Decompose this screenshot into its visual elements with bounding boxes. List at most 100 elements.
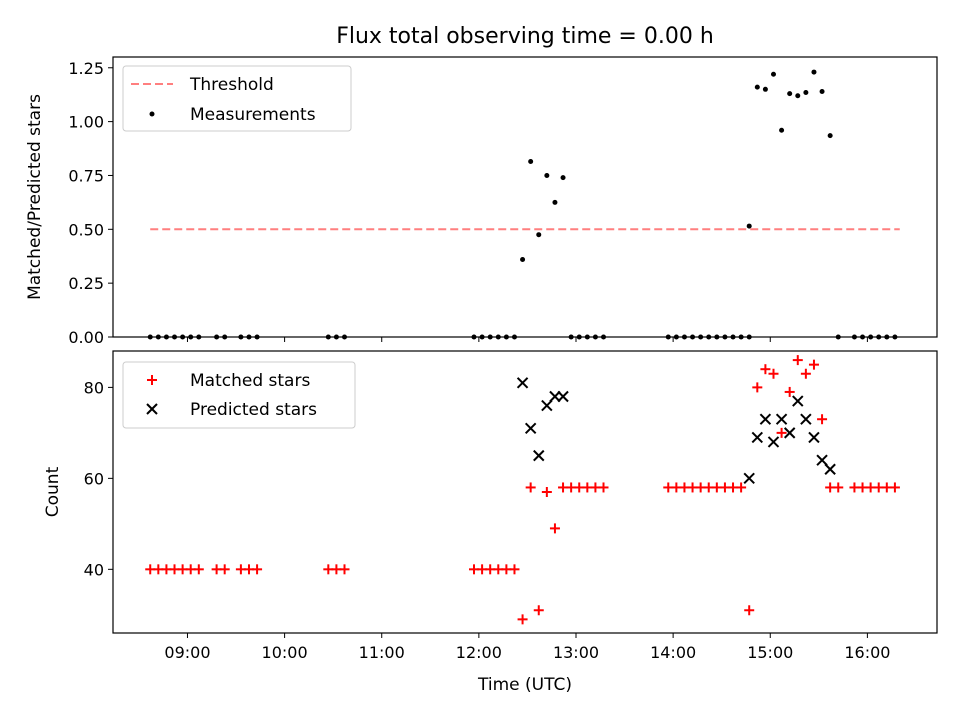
- measurements-legend-label: Measurements: [190, 105, 316, 125]
- matched-star-point: [760, 364, 771, 375]
- top-y-axis: 0.00 0.25 0.50 0.75 1.00 1.25: [68, 59, 113, 347]
- bottom-panel: 40 60 80 09:00 10:00 11:00 12:00 13:00 14:00 15:…: [43, 350, 938, 695]
- predicted-star-point: [541, 399, 553, 412]
- predicted-star-point: [524, 422, 537, 435]
- measurement-point: [560, 175, 566, 181]
- predicted-star-point: [516, 377, 529, 389]
- top-legend: Threshold Measurements: [122, 65, 352, 132]
- bottom-plot-area: [145, 355, 900, 625]
- matched-star-point: [744, 605, 755, 616]
- matched-star-point: [549, 523, 560, 534]
- matched-star-point: [517, 614, 528, 625]
- matched-star-point: [817, 414, 828, 425]
- matched-legend-swatch: [147, 375, 157, 385]
- matched-star-point: [776, 427, 787, 438]
- bottom-x-tick-label: 13:00: [553, 643, 599, 662]
- predicted-star-point: [759, 413, 772, 425]
- measurement-point: [770, 71, 776, 77]
- predicted-star-point: [557, 390, 569, 403]
- bottom-x-tick-label: 09:00: [164, 643, 210, 662]
- matched-star-point: [533, 605, 544, 616]
- measurements-legend-swatch: [149, 111, 155, 117]
- top-y-tick-label: 0.50: [68, 220, 104, 239]
- top-y-tick-label: 0.00: [68, 328, 104, 347]
- predicted-star-point: [800, 413, 812, 425]
- bottom-x-axis: 09:00 10:00 11:00 12:00 13:00 14:00 15:00 16:00: [164, 633, 890, 662]
- measurement-point: [544, 172, 550, 178]
- measurement-point: [787, 91, 793, 97]
- bottom-y-axis-label: Count: [43, 466, 63, 517]
- matched-star-point: [808, 359, 819, 370]
- matched-star-point: [768, 368, 779, 379]
- matched-star-point: [339, 564, 350, 575]
- matched-star-point: [541, 487, 552, 497]
- measurement-point: [520, 256, 526, 262]
- bottom-y-tick-label: 80: [84, 378, 104, 397]
- bottom-y-tick-label: 60: [84, 469, 104, 488]
- bottom-x-tick-label: 12:00: [456, 643, 502, 662]
- top-legend-frame: [122, 65, 352, 132]
- matched-star-point: [889, 482, 900, 493]
- measurement-point: [536, 232, 542, 238]
- predicted-star-point: [824, 463, 836, 475]
- matched-star-point: [736, 482, 747, 493]
- matched-star-point: [509, 564, 520, 575]
- predicted-star-point: [792, 395, 804, 407]
- predicted-star-point: [767, 436, 780, 448]
- bottom-axes-frame: [112, 350, 938, 634]
- measurement-point: [803, 90, 809, 96]
- predicted-legend-label: Predicted stars: [190, 400, 317, 420]
- matched-star-point: [525, 482, 536, 493]
- threshold-legend-label: Threshold: [189, 75, 274, 95]
- top-y-tick-label: 0.75: [68, 166, 104, 185]
- predicted-star-point: [816, 454, 828, 466]
- predicted-star-point: [549, 390, 561, 403]
- measurement-point: [819, 88, 825, 94]
- measurement-point: [762, 86, 768, 92]
- measurement-point: [811, 69, 817, 75]
- bottom-x-tick-label: 14:00: [650, 643, 696, 662]
- matched-star-point: [252, 564, 263, 575]
- measurement-point: [746, 223, 752, 229]
- predicted-star-point: [775, 413, 788, 425]
- chart-title: Flux total observing time = 0.00 h: [336, 24, 714, 49]
- predicted-star-point: [743, 472, 755, 485]
- measurement-point: [795, 93, 801, 99]
- bottom-x-tick-label: 10:00: [262, 643, 308, 662]
- bottom-x-tick-label: 16:00: [844, 643, 890, 662]
- matched-star-point: [193, 564, 204, 575]
- bottom-legend-frame: [122, 361, 356, 429]
- bottom-y-tick-label: 40: [84, 560, 104, 579]
- predicted-legend-swatch: [146, 403, 158, 415]
- predicted-star-point: [533, 449, 545, 462]
- top-y-axis-label: Matched/Predicted stars: [25, 94, 45, 300]
- matched-star-point: [800, 368, 811, 379]
- top-y-tick-label: 1.00: [68, 113, 104, 132]
- matched-legend-label: Matched stars: [190, 371, 310, 391]
- predicted-star-point: [751, 431, 764, 444]
- matched-star-point: [219, 564, 230, 575]
- measurement-point: [827, 133, 833, 139]
- bottom-legend: Matched stars Predicted stars: [122, 361, 356, 429]
- predicted-star-point: [783, 427, 796, 439]
- bottom-x-axis-label: Time (UTC): [477, 675, 572, 695]
- top-y-tick-label: 0.25: [68, 274, 104, 293]
- measurement-point: [528, 158, 534, 164]
- measurement-point: [552, 199, 558, 205]
- top-axes-frame: [112, 56, 938, 338]
- measurement-point: [754, 84, 760, 90]
- measurement-point: [779, 127, 785, 133]
- bottom-y-axis: 40 60 80: [84, 378, 113, 579]
- top-x-axis: [186, 337, 868, 342]
- top-y-tick-label: 1.25: [68, 59, 104, 78]
- matched-star-point: [752, 382, 763, 393]
- matched-star-point: [784, 386, 795, 397]
- matched-star-point: [792, 355, 803, 366]
- bottom-x-tick-label: 11:00: [359, 643, 405, 662]
- top-panel: 0.00 0.25 0.50 0.75 1.00 1.25 Matched/Predict…: [25, 56, 938, 347]
- matched-star-point: [598, 482, 609, 493]
- bottom-x-tick-label: 15:00: [747, 643, 793, 662]
- matched-star-point: [833, 482, 844, 493]
- predicted-star-point: [808, 431, 820, 444]
